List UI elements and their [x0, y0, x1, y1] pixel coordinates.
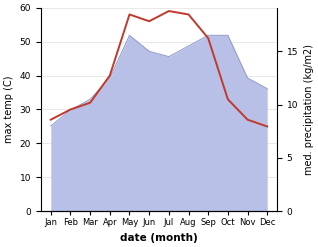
Y-axis label: max temp (C): max temp (C) — [4, 76, 14, 143]
Y-axis label: med. precipitation (kg/m2): med. precipitation (kg/m2) — [304, 44, 314, 175]
X-axis label: date (month): date (month) — [120, 233, 198, 243]
